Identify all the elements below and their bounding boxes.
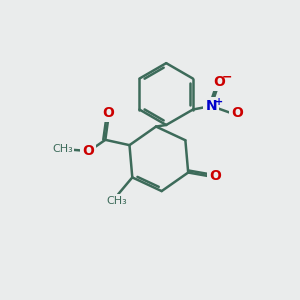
Text: CH₃: CH₃ (106, 196, 127, 206)
Text: O: O (82, 144, 94, 158)
Text: O: O (213, 74, 225, 88)
Text: −: − (221, 71, 232, 84)
Text: O: O (231, 106, 243, 120)
Text: CH₃: CH₃ (52, 144, 73, 154)
Text: O: O (102, 106, 114, 120)
Text: O: O (209, 169, 221, 183)
Text: +: + (214, 97, 223, 106)
Text: N: N (206, 99, 217, 113)
